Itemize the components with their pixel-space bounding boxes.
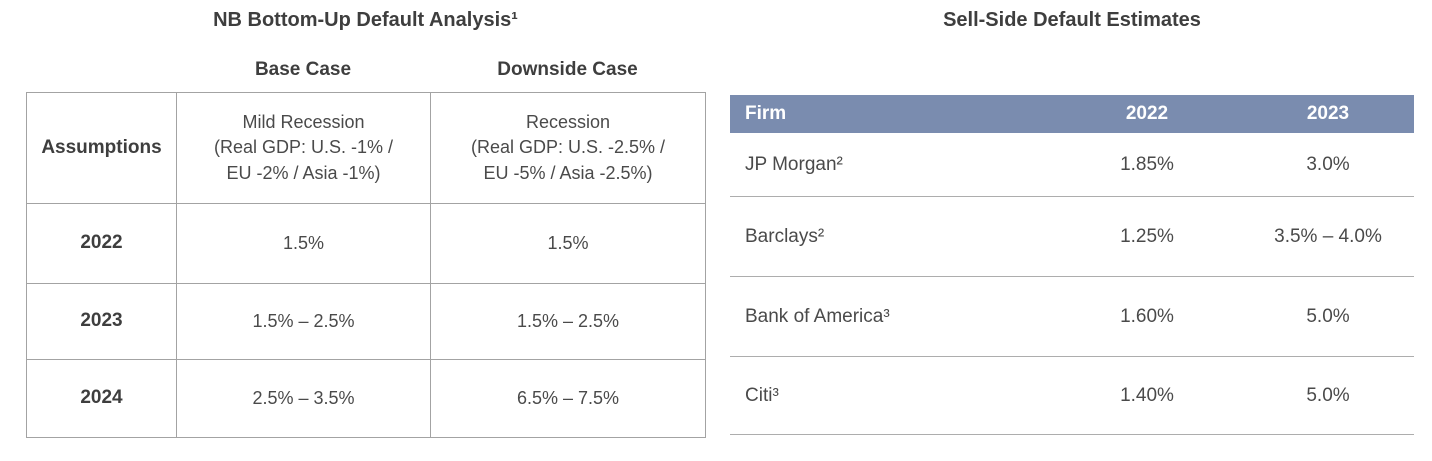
year-row-2023: 2023 1.5% – 2.5% 1.5% – 2.5% [26, 283, 706, 360]
assumptions-downside-cell: Recession (Real GDP: U.S. -2.5% / EU -5%… [430, 92, 706, 204]
firm-row-citi: Citi³ 1.40% 5.0% [730, 357, 1414, 435]
assumptions-row: Assumptions Mild Recession (Real GDP: U.… [26, 92, 706, 204]
year-2023-column-header: 2023 [1306, 103, 1350, 124]
firm-name: Bank of America³ [745, 305, 890, 327]
year-row-2024: 2024 2.5% – 3.5% 6.5% – 7.5% [26, 359, 706, 438]
firm-row-barclays: Barclays² 1.25% 3.5% – 4.0% [730, 197, 1414, 277]
base-case-value: 1.5% [176, 203, 431, 284]
year-row-header: 2023 [26, 283, 177, 360]
estimate-2023: 3.5% – 4.0% [1274, 225, 1382, 247]
base-case-header: Base Case [254, 59, 352, 80]
base-case-value: 1.5% – 2.5% [176, 283, 431, 360]
case-header-spacer [26, 59, 176, 81]
sell-side-rows: JP Morgan² 1.85% 3.0% Barclays² 1.25% 3.… [730, 133, 1414, 435]
downside-case-value: 1.5% – 2.5% [430, 283, 706, 360]
year-row-header: 2022 [26, 203, 177, 284]
firm-name: JP Morgan² [745, 153, 843, 175]
assumptions-row-header: Assumptions [26, 92, 177, 204]
base-case-value: 2.5% – 3.5% [176, 359, 431, 438]
estimate-2022: 1.60% [1120, 305, 1174, 327]
estimate-2023: 5.0% [1306, 305, 1350, 327]
downside-case-header: Downside Case [497, 59, 638, 80]
sell-side-title: Sell-Side Default Estimates [943, 9, 1201, 31]
firm-row-jp-morgan: JP Morgan² 1.85% 3.0% [730, 133, 1414, 197]
downside-case-value: 6.5% – 7.5% [430, 359, 706, 438]
year-row-header: 2024 [26, 359, 177, 438]
firm-name: Citi³ [745, 384, 779, 406]
case-headers-row: Base Case Downside Case [26, 59, 705, 81]
nb-bottom-up-title: NB Bottom-Up Default Analysis¹ [213, 9, 518, 31]
firm-row-bank-of-america: Bank of America³ 1.60% 5.0% [730, 277, 1414, 357]
firm-column-header: Firm [745, 103, 787, 124]
estimate-2022: 1.25% [1120, 225, 1174, 247]
sell-side-header-row: Firm 2022 2023 [730, 95, 1414, 133]
nb-analysis-table: Assumptions Mild Recession (Real GDP: U.… [26, 92, 706, 438]
year-2022-column-header: 2022 [1125, 103, 1169, 124]
firm-name: Barclays² [745, 225, 825, 247]
downside-case-value: 1.5% [430, 203, 706, 284]
estimate-2023: 3.0% [1306, 153, 1350, 175]
estimate-2022: 1.40% [1120, 384, 1174, 406]
estimate-2023: 5.0% [1306, 384, 1350, 406]
assumptions-base-cell: Mild Recession (Real GDP: U.S. -1% / EU … [176, 92, 431, 204]
estimate-2022: 1.85% [1120, 153, 1174, 175]
year-row-2022: 2022 1.5% 1.5% [26, 203, 706, 284]
